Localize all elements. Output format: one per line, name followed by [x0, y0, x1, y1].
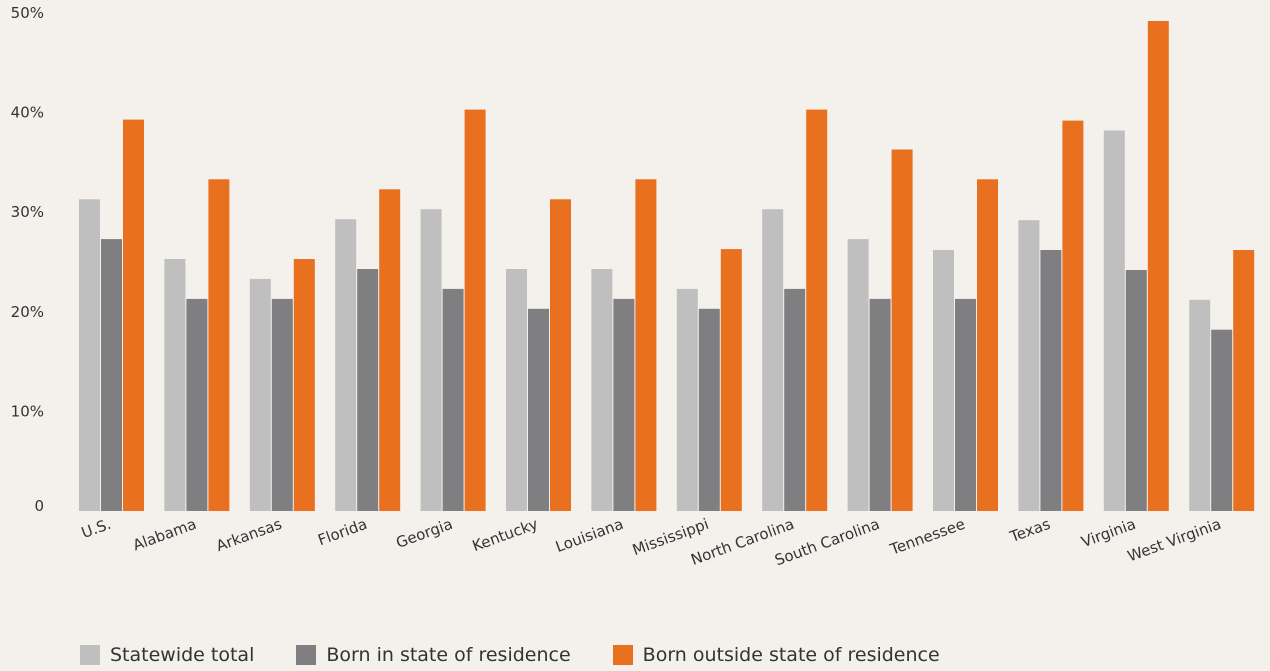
- bar: [676, 288, 698, 511]
- x-tick-label: Georgia: [394, 515, 455, 552]
- legend-swatch-statewide-total: [80, 645, 100, 665]
- bar: [249, 278, 271, 511]
- bar: [550, 199, 571, 512]
- bars: [79, 21, 1255, 512]
- y-tick-label: 10%: [11, 402, 44, 420]
- x-tick-label: Tennessee: [887, 515, 968, 559]
- x-tick-label: West Virginia: [1125, 515, 1223, 566]
- bar: [506, 269, 527, 511]
- y-tick-label: 0: [34, 497, 44, 515]
- bar: [1233, 250, 1255, 511]
- legend-label-statewide-total: Statewide total: [110, 644, 255, 666]
- bar: [335, 219, 357, 511]
- bar: [101, 239, 122, 511]
- bar: [379, 189, 401, 512]
- bar: [208, 179, 230, 512]
- x-tick-label: Texas: [1007, 515, 1053, 547]
- bar: [79, 199, 100, 512]
- legend-item-born-outside-state: Born outside state of residence: [612, 644, 940, 666]
- bar: [1147, 21, 1169, 511]
- legend-swatch-born-outside-state: [612, 645, 633, 665]
- bar: [784, 288, 806, 511]
- x-tick-label: Virginia: [1079, 515, 1138, 551]
- bar: [762, 209, 784, 511]
- bar: [720, 249, 742, 511]
- bar: [847, 239, 869, 511]
- bar: [442, 288, 464, 511]
- bar: [933, 250, 954, 511]
- bar: [869, 298, 891, 511]
- bar: [164, 259, 186, 511]
- legend-item-born-in-state: Born in state of residence: [296, 644, 571, 666]
- x-tick-label: Kentucky: [470, 515, 541, 555]
- bar: [1062, 120, 1084, 511]
- bar: [1189, 299, 1211, 511]
- bar: [613, 298, 635, 511]
- x-axis: U.S. Alabama Arkansas Florida Georgia Kentuck…: [79, 515, 1224, 570]
- bar: [1125, 270, 1147, 511]
- bar: [955, 298, 976, 511]
- bar: [806, 109, 828, 511]
- x-tick-label: Arkansas: [214, 515, 285, 555]
- bar: [1103, 130, 1125, 511]
- bar: [891, 149, 913, 511]
- bar: [271, 298, 293, 511]
- legend: Statewide total Born in state of residen…: [80, 644, 982, 666]
- legend-label-born-in-state: Born in state of residence: [326, 644, 571, 666]
- bar: [1211, 329, 1233, 511]
- bar: [357, 269, 379, 511]
- bar: [635, 179, 657, 512]
- x-tick-label: Florida: [315, 515, 369, 549]
- x-tick-label: U.S.: [79, 515, 113, 542]
- bar: [293, 259, 315, 511]
- legend-item-statewide-total: Statewide total: [80, 644, 254, 666]
- bar: [186, 298, 208, 511]
- bar: [591, 269, 613, 511]
- bar: [464, 109, 486, 511]
- y-axis: 0 10% 20% 30% 40% 50%: [11, 4, 44, 515]
- bar: [698, 308, 720, 511]
- bar: [528, 308, 549, 511]
- bar: [420, 209, 442, 511]
- bar: [1018, 220, 1040, 511]
- y-tick-label: 40%: [11, 104, 44, 122]
- x-tick-label: Louisiana: [553, 515, 626, 556]
- legend-swatch-born-in-state: [296, 645, 317, 665]
- bar: [123, 119, 144, 511]
- bar: [977, 179, 998, 512]
- y-tick-label: 30%: [11, 203, 44, 221]
- y-tick-label: 50%: [11, 4, 44, 22]
- bar: [1040, 250, 1062, 511]
- x-tick-label: Alabama: [130, 515, 198, 555]
- y-tick-label: 20%: [11, 303, 44, 321]
- legend-label-born-outside-state: Born outside state of residence: [642, 644, 940, 666]
